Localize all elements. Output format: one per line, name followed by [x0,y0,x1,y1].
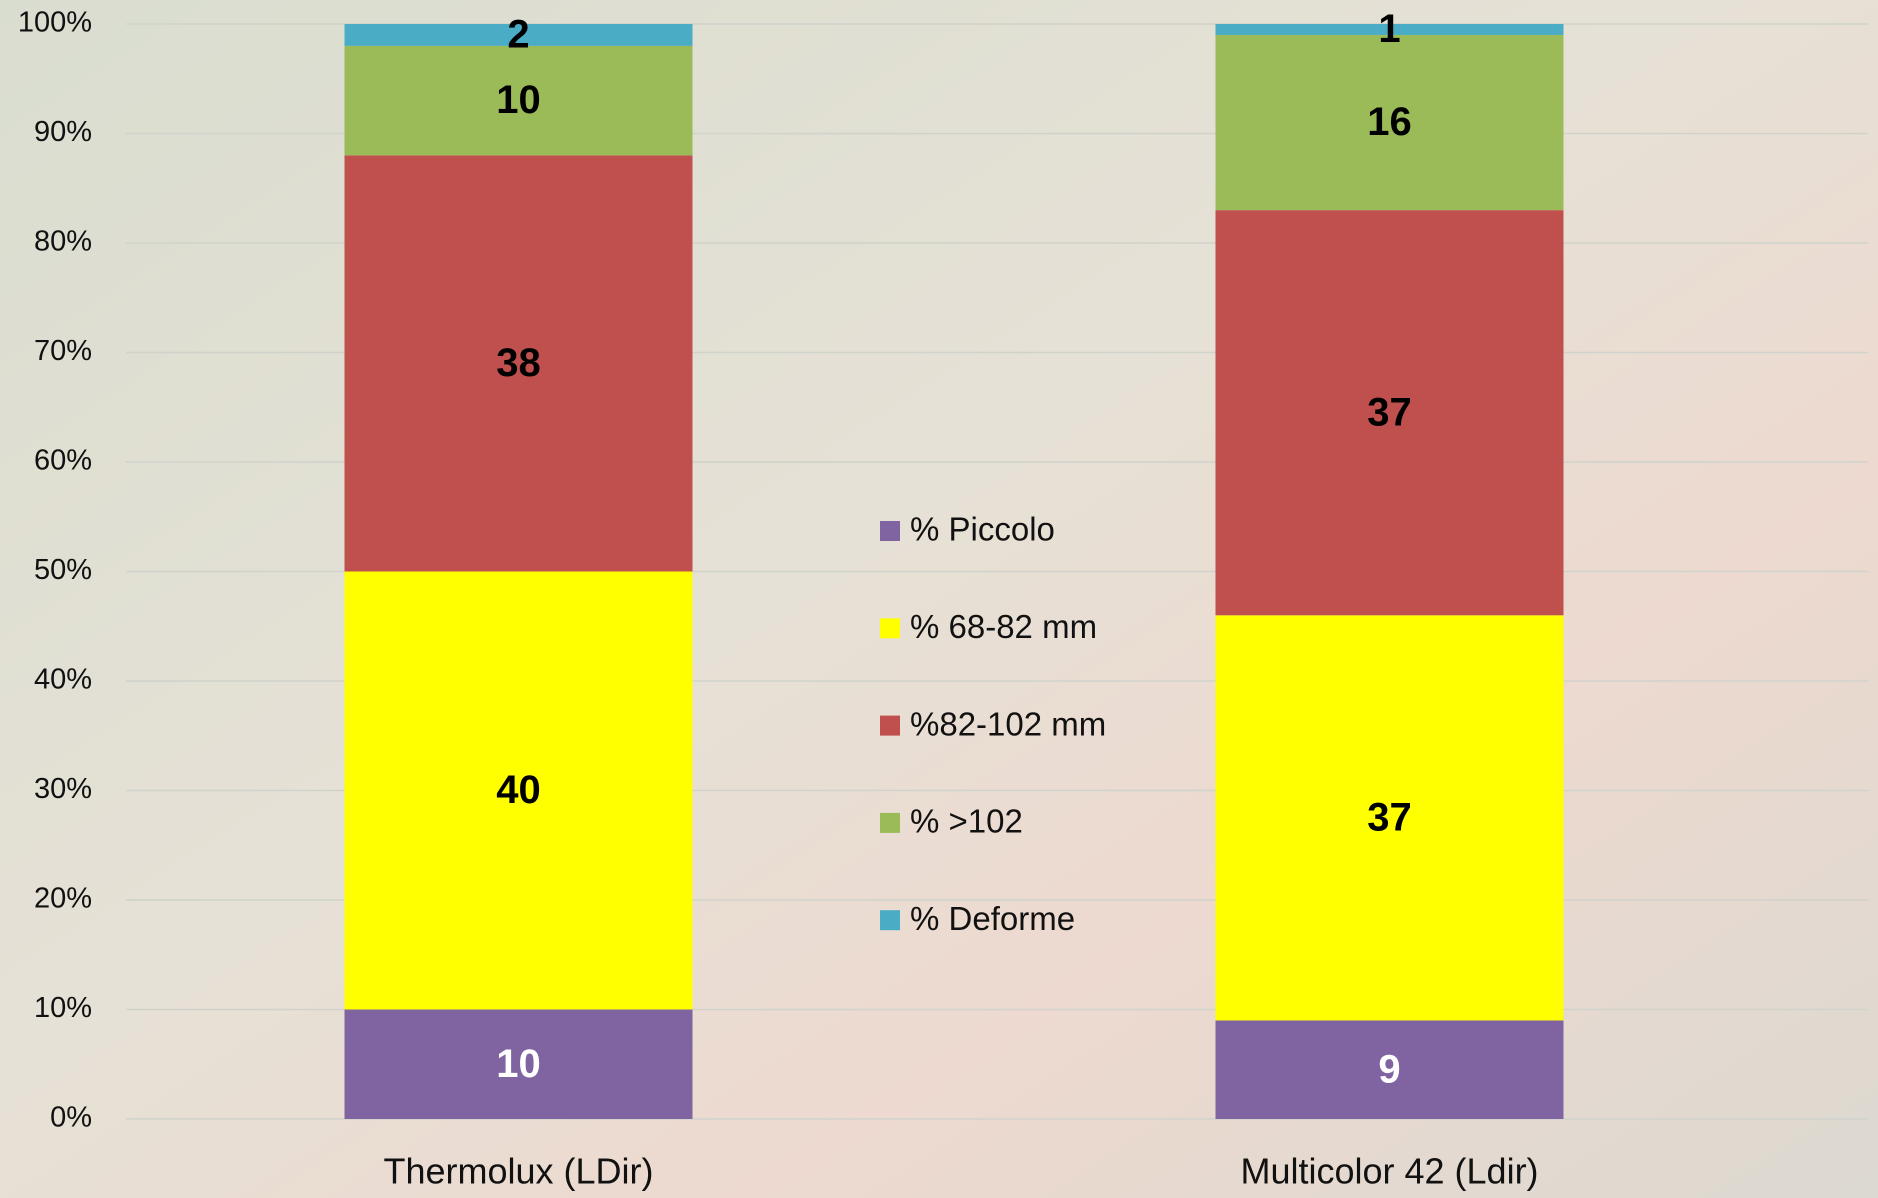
legend-swatch [880,812,900,833]
legend-swatch [880,715,900,736]
legend-swatch [880,521,900,541]
y-tick-label: 60% [34,445,92,477]
bar-segment [1215,34,1564,211]
y-tick-label: 80% [34,226,92,258]
bar-segment [1215,1020,1564,1119]
y-tick-label: 70% [34,335,92,367]
data-label: 10 [496,1042,541,1086]
legend-label: % Piccolo [910,511,1055,548]
bar-segment [1215,615,1564,1021]
bar-segment [344,1009,693,1119]
legend-swatch [880,910,900,931]
bar-segment [1215,24,1564,35]
data-label: 10 [496,78,541,122]
y-tick-label: 40% [34,664,92,696]
y-tick-label: 20% [34,883,92,915]
data-label: 16 [1367,100,1412,144]
data-label: 2 [507,13,529,57]
x-tick-label: Thermolux (LDir) [383,1151,653,1192]
data-label: 1 [1378,7,1400,51]
data-label: 38 [496,341,541,385]
data-label: 9 [1378,1047,1400,1091]
legend-label: % Deforme [910,900,1075,937]
data-label: 40 [496,768,541,812]
legend-label: % >102 [910,803,1023,840]
data-label: 37 [1367,795,1412,839]
bar-segment [344,155,693,572]
bar-segment [344,571,693,1010]
bar-segment [344,24,693,46]
data-label: 37 [1367,390,1412,434]
y-tick-label: 30% [34,773,92,805]
y-tick-label: 0% [50,1102,92,1134]
legend-label: %82-102 mm [910,705,1106,742]
x-tick-label: Multicolor 42 (Ldir) [1240,1151,1538,1192]
y-tick-label: 100% [18,7,92,39]
bar-segment [1215,210,1564,616]
y-tick-label: 10% [34,992,92,1024]
y-tick-label: 90% [34,116,92,148]
bar-segment [344,45,693,156]
legend-label: % 68-82 mm [910,608,1097,645]
y-tick-label: 50% [34,554,92,586]
legend-swatch [880,618,900,639]
